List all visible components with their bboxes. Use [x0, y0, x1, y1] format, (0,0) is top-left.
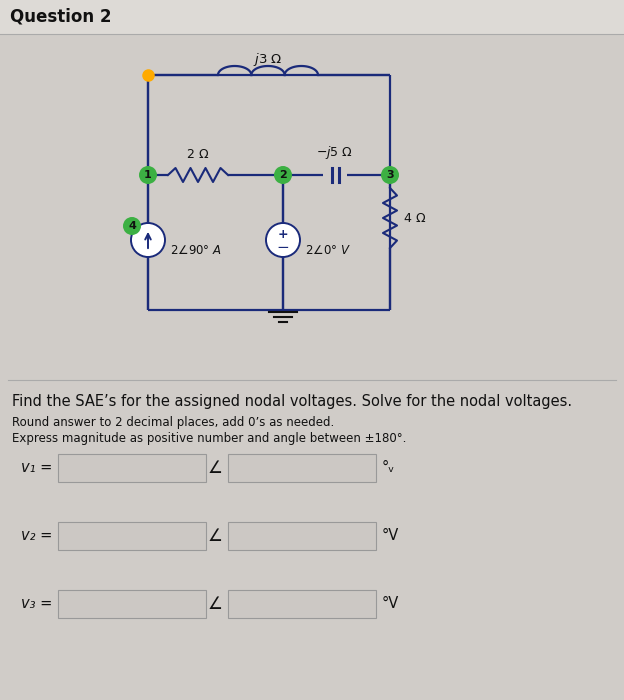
Circle shape: [123, 217, 141, 235]
Circle shape: [381, 166, 399, 184]
FancyBboxPatch shape: [228, 590, 376, 618]
FancyBboxPatch shape: [0, 0, 624, 35]
FancyBboxPatch shape: [0, 35, 624, 380]
Text: v₁ =: v₁ =: [21, 461, 52, 475]
Text: +: +: [278, 228, 288, 241]
Text: v₂ =: v₂ =: [21, 528, 52, 543]
FancyBboxPatch shape: [58, 454, 206, 482]
Text: °V: °V: [382, 528, 399, 543]
Text: 2: 2: [279, 170, 287, 180]
FancyBboxPatch shape: [228, 522, 376, 550]
Circle shape: [266, 223, 300, 257]
Circle shape: [143, 170, 153, 180]
Text: $-j5\ \Omega$: $-j5\ \Omega$: [316, 144, 354, 161]
Text: Question 2: Question 2: [10, 8, 112, 26]
Text: °V: °V: [382, 596, 399, 612]
Text: $2\angle90°\ A$: $2\angle90°\ A$: [170, 244, 222, 256]
Text: ∠: ∠: [208, 459, 222, 477]
Text: ∠: ∠: [208, 527, 222, 545]
Text: 3: 3: [386, 170, 394, 180]
Text: $2\angle0°\ V$: $2\angle0°\ V$: [305, 244, 351, 256]
FancyBboxPatch shape: [228, 454, 376, 482]
Text: v₃ =: v₃ =: [21, 596, 52, 612]
Text: 4: 4: [128, 221, 136, 231]
Text: ∠: ∠: [208, 595, 222, 613]
Text: Express magnitude as positive number and angle between ±180°.: Express magnitude as positive number and…: [12, 432, 406, 445]
Text: $j3\ \Omega$: $j3\ \Omega$: [253, 50, 283, 67]
FancyBboxPatch shape: [58, 522, 206, 550]
Text: Round answer to 2 decimal places, add 0’s as needed.: Round answer to 2 decimal places, add 0’…: [12, 416, 334, 429]
FancyBboxPatch shape: [58, 590, 206, 618]
Circle shape: [274, 166, 292, 184]
Text: $4\ \Omega$: $4\ \Omega$: [403, 211, 426, 225]
Circle shape: [385, 170, 395, 180]
Text: $2\ \Omega$: $2\ \Omega$: [187, 148, 210, 161]
Text: °ᵥ: °ᵥ: [382, 461, 396, 475]
Circle shape: [131, 223, 165, 257]
Text: −: −: [276, 239, 290, 255]
Text: 1: 1: [144, 170, 152, 180]
Circle shape: [139, 166, 157, 184]
FancyBboxPatch shape: [0, 380, 624, 700]
Text: Find the SAE’s for the assigned nodal voltages. Solve for the nodal voltages.: Find the SAE’s for the assigned nodal vo…: [12, 394, 572, 409]
Circle shape: [278, 170, 288, 180]
